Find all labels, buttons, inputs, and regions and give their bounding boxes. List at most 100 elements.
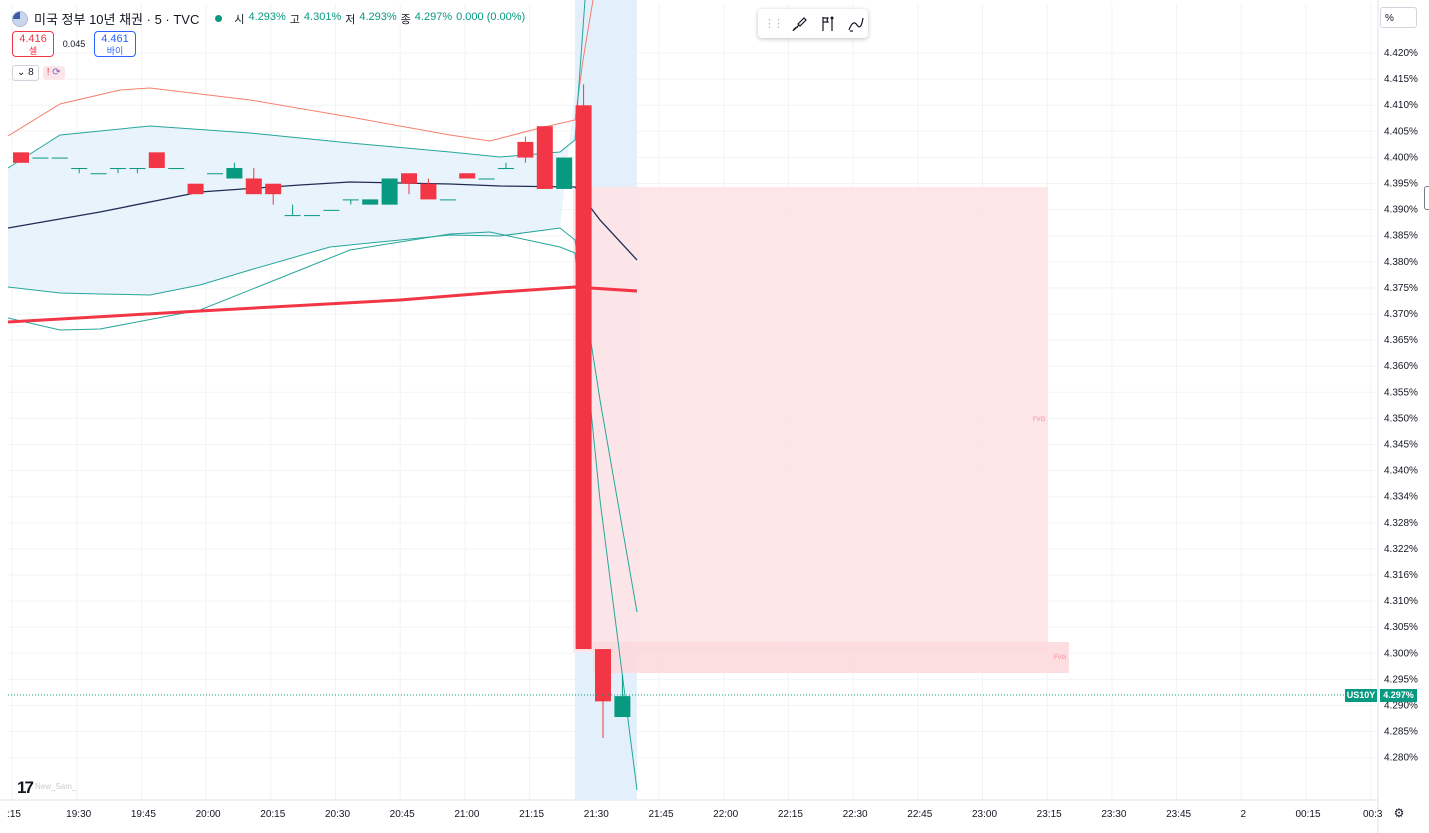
low-label: 저: [345, 13, 356, 26]
price-tick-label: 4.310%: [1384, 596, 1418, 607]
fvg-label: FVG: [1054, 655, 1067, 661]
price-tick-label: 4.395%: [1384, 179, 1418, 190]
price-tick-label: 4.334%: [1384, 492, 1418, 503]
bollinger-inner-upper: [7, 0, 586, 169]
spread-value: 0.045: [62, 39, 86, 49]
symbol-legend: 미국 정부 10년 채권 · 5 · TVC 시 4.293% 고 4.301% 저…: [12, 9, 525, 28]
drag-handle-icon[interactable]: ⋮⋮: [764, 18, 784, 30]
price-tick-label: 4.322%: [1384, 544, 1418, 555]
time-tick-label: 00:15: [1295, 809, 1320, 820]
flag-marker-icon[interactable]: [818, 14, 838, 34]
buy-price: 4.461: [101, 33, 129, 45]
price-tick-label: 4.380%: [1384, 257, 1418, 268]
price-tick-label: 4.316%: [1384, 570, 1418, 581]
candle-body: [342, 199, 359, 201]
price-tick-label: 4.385%: [1384, 231, 1418, 242]
tradingview-logo[interactable]: 17: [17, 778, 34, 797]
price-tick-label: 4.350%: [1384, 413, 1418, 424]
indicators-toggle[interactable]: ⌄ 8: [12, 65, 39, 81]
price-tick-label: 4.285%: [1384, 727, 1418, 738]
open-label: 시: [234, 13, 245, 26]
panel-edge-handle[interactable]: [1424, 186, 1429, 210]
sell-label: 셀: [28, 46, 38, 56]
high-value: 4.301%: [303, 10, 342, 23]
candle-body: [614, 696, 631, 718]
time-tick-label: :15: [7, 809, 21, 820]
time-tick-label: 23:15: [1037, 809, 1062, 820]
sync-icon: ⟳: [52, 67, 61, 78]
price-tick-label: 4.415%: [1384, 74, 1418, 85]
price-tick-label: 4.360%: [1384, 361, 1418, 372]
candle-body: [304, 215, 320, 217]
time-tick-label: 21:45: [648, 809, 673, 820]
time-tick-label: 22:15: [778, 809, 803, 820]
buy-button[interactable]: 4.461 바이: [94, 31, 136, 57]
price-tick-label: 4.400%: [1384, 152, 1418, 163]
price-tick-label: 4.390%: [1384, 205, 1418, 216]
fvg-zone-lower: [593, 642, 1069, 673]
time-tick-label: 19:30: [66, 809, 91, 820]
time-tick-label: 23:45: [1166, 809, 1191, 820]
last-price-tag: 4.297%: [1380, 689, 1417, 702]
warning-icon: !: [46, 67, 50, 78]
candle-body: [187, 183, 204, 195]
candle-body: [459, 173, 476, 179]
us-flag-icon: [12, 10, 28, 27]
price-tick-label: 4.300%: [1384, 648, 1418, 659]
fvg-zone-upper: [573, 187, 1048, 652]
candle-body: [517, 141, 534, 158]
brush-icon[interactable]: [790, 14, 810, 34]
change-value: 0.000 (0.00%): [456, 10, 526, 23]
indicator-warning-badge[interactable]: ! ⟳: [42, 66, 65, 80]
candle-body: [148, 152, 165, 169]
market-status-icon[interactable]: [215, 15, 223, 22]
sell-price: 4.416: [19, 33, 47, 45]
time-tick-label: 23:30: [1101, 809, 1126, 820]
chart-settings-icon[interactable]: ⚙: [1393, 806, 1405, 820]
ohlc-values: 시 4.293% 고 4.301% 저 4.293% 종 4.297% 0.000 (0…: [234, 11, 525, 27]
bollinger-inner-lower: [7, 227, 638, 613]
candle-body: [245, 178, 262, 195]
time-tick-label: 19:45: [131, 809, 156, 820]
curve-pen-icon[interactable]: [846, 14, 866, 34]
candle-body: [362, 199, 379, 205]
time-tick-label: 20:45: [390, 809, 415, 820]
candle-body: [265, 183, 282, 195]
time-tick-label: 00:3: [1363, 809, 1383, 820]
last-price-symbol-tag: US10Y: [1345, 689, 1377, 702]
low-value: 4.293%: [359, 10, 397, 23]
fvg-label: FVG: [1033, 417, 1046, 423]
candle-body: [498, 168, 514, 170]
bollinger-fill: [8, 0, 585, 295]
high-label: 고: [289, 13, 300, 26]
trade-panel: 4.416 셀 0.045 4.461 바이: [12, 31, 136, 57]
symbol-title[interactable]: 미국 정부 10년 채권 · 5 · TVC: [34, 12, 200, 27]
time-tick-label: 22:00: [713, 809, 738, 820]
time-tick-label: 21:15: [519, 809, 544, 820]
time-tick-label: 21:30: [584, 809, 609, 820]
candle-body: [32, 157, 49, 159]
candle-body: [381, 178, 398, 205]
sell-button[interactable]: 4.416 셀: [12, 31, 54, 57]
time-tick-label: 20:00: [196, 809, 221, 820]
candle-body: [129, 168, 146, 170]
price-tick-label: 4.328%: [1384, 518, 1418, 529]
price-tick-label: 4.340%: [1384, 466, 1418, 477]
price-tick-label: 4.420%: [1384, 48, 1418, 59]
price-tick-label: 4.355%: [1384, 387, 1418, 398]
scale-mode-button[interactable]: %: [1380, 7, 1417, 28]
indicators-row: ⌄ 8 ! ⟳: [12, 65, 65, 81]
candle-body: [90, 173, 107, 175]
candle-body: [207, 173, 223, 175]
close-value: 4.297%: [414, 10, 453, 23]
price-tick-label: 4.375%: [1384, 283, 1418, 294]
watermark-text: New_Sam_: [35, 782, 77, 791]
time-tick-label: 23:00: [972, 809, 997, 820]
price-tick-label: 4.305%: [1384, 622, 1418, 633]
candle-body: [575, 105, 592, 650]
candle-body: [226, 168, 243, 179]
candle-body: [71, 168, 88, 170]
candle-body: [284, 215, 301, 217]
buy-label: 바이: [106, 46, 124, 56]
